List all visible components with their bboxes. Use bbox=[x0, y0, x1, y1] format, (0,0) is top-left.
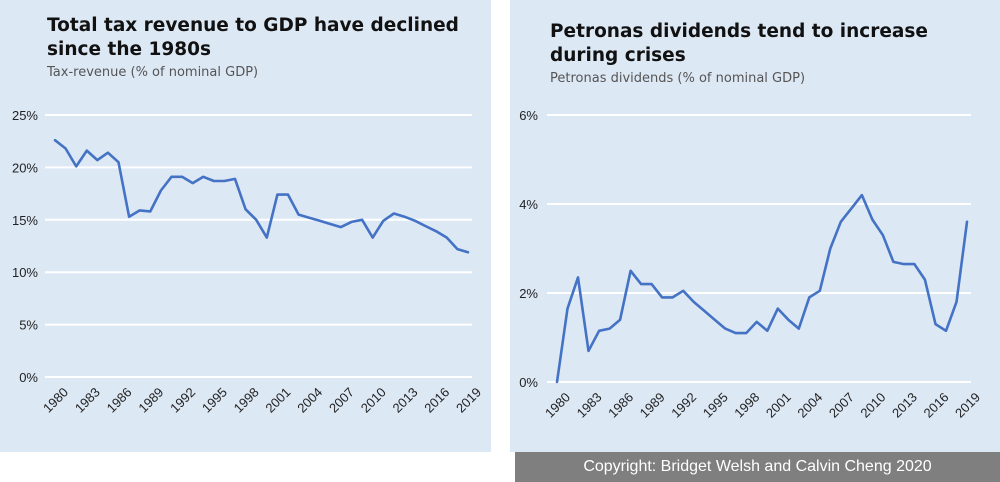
x-tick-label: 1995 bbox=[199, 385, 230, 416]
y-tick-label: 15% bbox=[12, 213, 38, 228]
x-tick-label: 2004 bbox=[794, 390, 825, 421]
copyright-banner: Copyright: Bridget Welsh and Calvin Chen… bbox=[515, 452, 1000, 482]
x-tick-label: 2019 bbox=[952, 390, 983, 421]
x-tick-label: 2019 bbox=[453, 385, 484, 416]
chart-title: Petronas dividends tend to increase duri… bbox=[550, 21, 928, 66]
x-tick-label: 2016 bbox=[921, 390, 952, 421]
x-tick-label: 2007 bbox=[826, 390, 857, 421]
x-tick-label: 1983 bbox=[72, 385, 103, 416]
chart-title: Total tax revenue to GDP have declined s… bbox=[47, 15, 459, 60]
x-tick-label: 1983 bbox=[574, 390, 605, 421]
y-tick-label: 4% bbox=[519, 197, 538, 212]
x-tick-label: 2013 bbox=[390, 385, 421, 416]
y-tick-label: 2% bbox=[519, 286, 538, 301]
y-tick-label: 5% bbox=[19, 318, 38, 333]
petronas-dividends-chart: 0% 2% 4% 6% 1980 1983 1986 1989 1992 1995 1998 2001… bbox=[519, 108, 983, 421]
x-tick-label: 1992 bbox=[167, 385, 198, 416]
x-tick-label: 2010 bbox=[857, 390, 888, 421]
x-tick-label: 2001 bbox=[763, 390, 794, 421]
x-tick-label: 2010 bbox=[358, 385, 389, 416]
x-tick-label: 1989 bbox=[135, 385, 166, 416]
chart-panel-tax-revenue: Total tax revenue to GDP have declined s… bbox=[0, 0, 491, 452]
y-tick-label: 0% bbox=[19, 370, 38, 385]
y-tick-label: 6% bbox=[519, 108, 538, 123]
series-line bbox=[555, 193, 969, 384]
tax-revenue-chart: 0% 5% 10% 15% 20% 25% 1980 1983 1986 1989 1992 1995… bbox=[12, 108, 484, 416]
y-tick-label: 10% bbox=[12, 265, 38, 280]
x-tick-label: 1986 bbox=[104, 385, 135, 416]
x-tick-label: 1980 bbox=[542, 390, 573, 421]
y-tick-label: 0% bbox=[519, 375, 538, 390]
x-tick-label: 2007 bbox=[326, 385, 357, 416]
x-tick-label: 2001 bbox=[262, 385, 293, 416]
x-tick-label: 1986 bbox=[605, 390, 636, 421]
chart-subtitle: Petronas dividends (% of nominal GDP) bbox=[550, 71, 806, 86]
x-tick-label: 2013 bbox=[889, 390, 920, 421]
x-tick-label: 1980 bbox=[40, 385, 71, 416]
y-tick-label: 25% bbox=[12, 108, 38, 123]
y-tick-label: 20% bbox=[12, 160, 38, 175]
x-tick-label: 1989 bbox=[637, 390, 668, 421]
x-tick-label: 1992 bbox=[668, 390, 699, 421]
x-tick-label: 2004 bbox=[294, 385, 325, 416]
series-line bbox=[53, 138, 470, 254]
chart-panel-petronas-dividends: Petronas dividends tend to increase duri… bbox=[510, 0, 1000, 452]
x-tick-label: 1998 bbox=[731, 390, 762, 421]
chart-subtitle: Tax-revenue (% of nominal GDP) bbox=[47, 65, 259, 80]
x-tick-label: 1995 bbox=[700, 390, 731, 421]
x-tick-label: 1998 bbox=[231, 385, 262, 416]
x-tick-label: 2016 bbox=[421, 385, 452, 416]
